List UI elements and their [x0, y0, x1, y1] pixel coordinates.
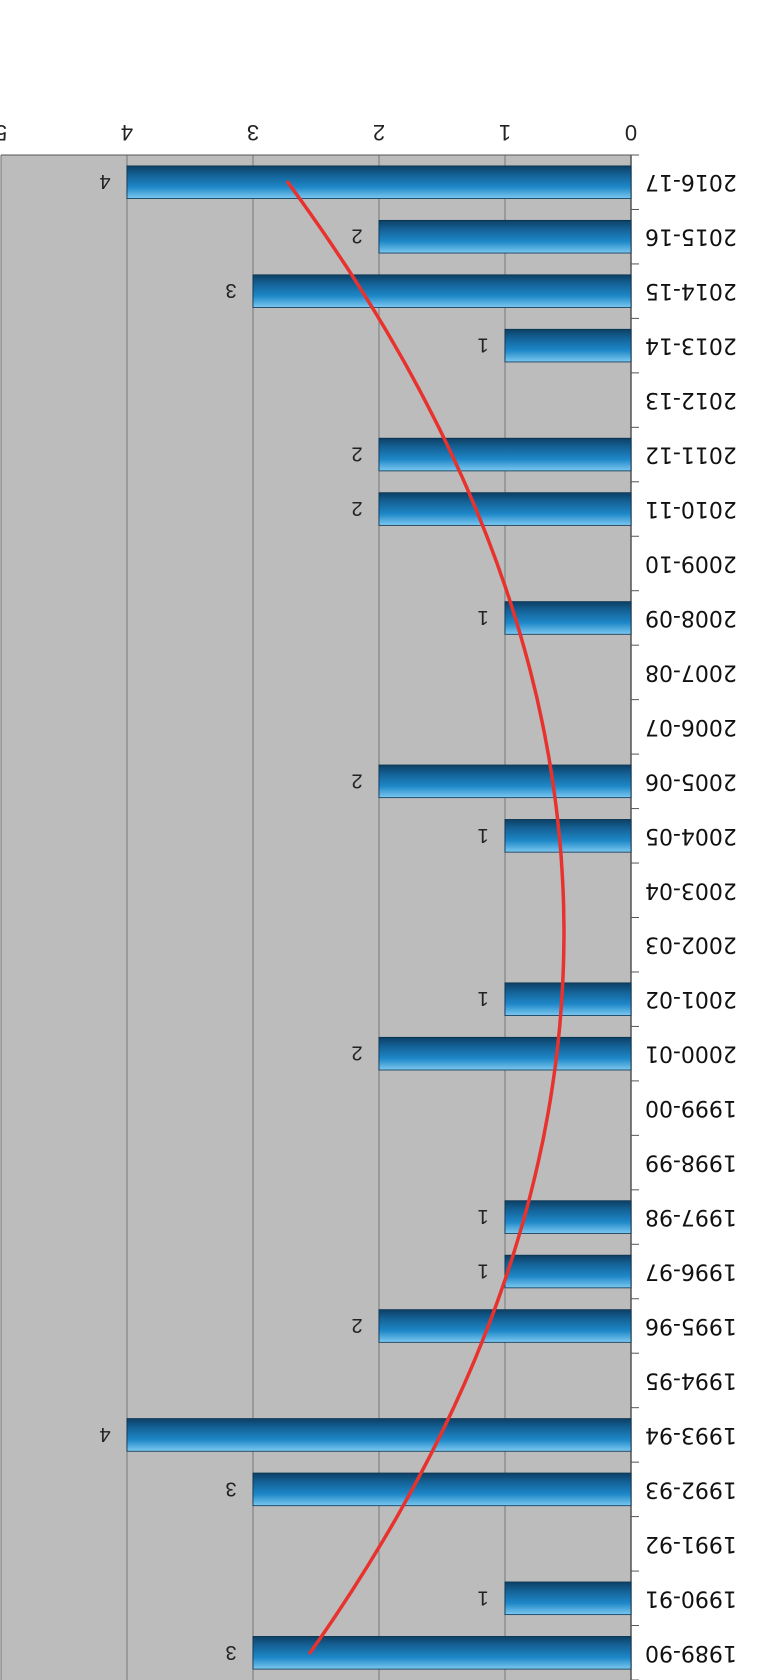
category-label: 2002-03 — [645, 932, 737, 957]
category-label: 1994-95 — [645, 1367, 737, 1392]
bar — [126, 1418, 632, 1452]
category-label: 2014-15 — [645, 278, 737, 303]
bar — [378, 492, 632, 526]
category-label: 1998-99 — [645, 1150, 737, 1175]
category-label: 1997-98 — [645, 1204, 737, 1229]
bar — [504, 819, 632, 853]
category-label: 2005-06 — [645, 768, 737, 793]
category-label: 1990-91 — [645, 1585, 737, 1610]
category-label: 1999-00 — [645, 1095, 737, 1120]
bar — [378, 437, 632, 472]
data-label: 1 — [477, 606, 488, 628]
category-label: 1989-90 — [645, 1640, 737, 1665]
category-label: 2011-12 — [645, 442, 737, 467]
category-label: 2009-10 — [645, 550, 737, 575]
category-label: 2000-01 — [645, 1041, 737, 1066]
data-label: 1 — [477, 334, 488, 356]
category-label: 2015-16 — [645, 224, 737, 249]
category-label: 2004-05 — [645, 823, 737, 848]
category-label: 2013-14 — [645, 333, 737, 358]
bar — [378, 1309, 632, 1343]
data-label: 3 — [225, 1641, 236, 1663]
bar — [504, 1581, 632, 1616]
bar — [378, 764, 632, 799]
category-label: 1991-92 — [645, 1531, 737, 1556]
value-tick-label: 0 — [625, 120, 637, 145]
category-label: 1992-93 — [645, 1476, 737, 1501]
data-label: 1 — [477, 1205, 488, 1227]
data-label: 2 — [351, 1314, 362, 1336]
bar — [252, 1472, 632, 1507]
bar — [504, 328, 632, 363]
category-label: 1995-96 — [645, 1313, 737, 1338]
data-label: 4 — [99, 1423, 110, 1445]
bar — [378, 1036, 632, 1071]
data-label: 1 — [477, 1586, 488, 1608]
data-label: 3 — [225, 279, 236, 301]
category-label: 1996-97 — [645, 1259, 737, 1284]
data-label: 2 — [351, 225, 362, 247]
data-label: 2 — [351, 769, 362, 791]
bar — [504, 601, 632, 635]
data-label: 2 — [351, 1042, 362, 1064]
value-tick-label: 5 — [0, 120, 7, 145]
trendline — [286, 180, 566, 1655]
bar — [504, 1254, 632, 1289]
bar — [378, 219, 632, 254]
category-label: 2016-17 — [645, 169, 737, 194]
data-label: 4 — [99, 170, 110, 192]
data-label: 3 — [225, 1477, 236, 1499]
data-label: 1 — [477, 987, 488, 1009]
data-label: 1 — [477, 1260, 488, 1282]
bar — [504, 982, 632, 1016]
category-label: 2007-08 — [645, 659, 737, 684]
category-label: 2010-11 — [645, 496, 737, 521]
category-label: 1993-94 — [645, 1422, 737, 1447]
value-tick-label: 2 — [373, 120, 385, 145]
value-tick-label: 1 — [499, 120, 511, 145]
data-label: 2 — [351, 497, 362, 519]
category-label: 2006-07 — [645, 714, 737, 739]
category-label: 2001-02 — [645, 986, 737, 1011]
category-label: 2003-04 — [645, 877, 737, 902]
category-label: 2012-13 — [645, 387, 737, 412]
value-tick-label: 4 — [121, 120, 133, 145]
bar — [252, 274, 632, 308]
data-label: 2 — [351, 443, 362, 465]
category-label: 2008-09 — [645, 605, 737, 630]
data-label: 1 — [477, 824, 488, 846]
bar — [126, 165, 632, 199]
value-tick-label: 3 — [247, 120, 259, 145]
